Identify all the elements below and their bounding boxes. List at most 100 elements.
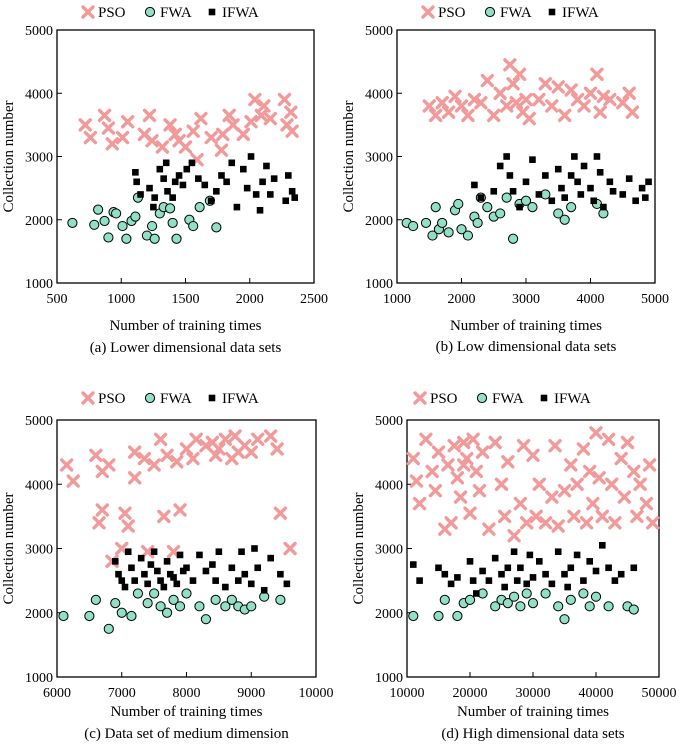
pso-point: [83, 130, 98, 145]
pso-point: [482, 522, 496, 536]
fwa-point: [501, 192, 512, 203]
ifwa-point: [599, 541, 606, 549]
pso-point: [639, 496, 654, 511]
ifwa-point: [162, 159, 170, 167]
fwa-point: [146, 220, 158, 232]
pso-point: [570, 477, 584, 491]
fwa-point: [527, 598, 539, 609]
ifwa-point: [208, 8, 216, 16]
ifwa-point: [154, 567, 161, 575]
ifwa-point: [259, 178, 266, 186]
fwa-point: [130, 211, 141, 222]
series-pso: [60, 429, 297, 569]
ifwa-point: [146, 184, 153, 192]
ifwa-point: [207, 197, 215, 205]
ifwa-point: [124, 548, 132, 556]
ifwa-point: [590, 197, 598, 205]
legend-pso: PSO: [430, 391, 458, 407]
chart-panel-b: 1000 2000 3000 4000 5000 1000 2000 3000 4000 5000…: [341, 5, 669, 355]
fwa-point: [174, 601, 186, 612]
pso-point: [189, 432, 203, 446]
pso-point: [601, 432, 616, 446]
ifwa-point: [171, 178, 179, 186]
ifwa-point: [517, 564, 524, 572]
pso-point: [95, 503, 110, 517]
ifwa-point: [558, 184, 565, 192]
fwa-point: [149, 588, 160, 599]
fwa-point: [495, 208, 506, 219]
pso-point: [493, 86, 507, 100]
ifwa-point: [263, 162, 270, 170]
x-tick-label: 5000: [641, 292, 669, 307]
pso-point: [257, 99, 271, 113]
pso-point: [263, 111, 278, 126]
pso-point: [409, 474, 424, 488]
ifwa-point: [267, 554, 274, 562]
pso-point: [454, 99, 469, 113]
legend-fwa: FWA: [500, 5, 532, 21]
fwa-point: [99, 215, 110, 227]
ifwa-point: [121, 583, 129, 591]
pso-point: [497, 509, 512, 524]
y-tick-label: 5000: [25, 24, 53, 39]
ifwa-point: [176, 551, 184, 559]
ifwa-point: [151, 194, 158, 201]
pso-point: [616, 96, 630, 110]
ifwa-point: [564, 583, 571, 591]
fwa-point: [67, 217, 78, 229]
fwa-point: [521, 588, 532, 599]
fwa-point: [453, 198, 464, 210]
pso-point: [78, 118, 92, 132]
ifwa-point: [147, 561, 155, 568]
series-ifwa: [111, 545, 291, 594]
ifwa-point: [222, 583, 229, 591]
y-tick-label: 1000: [25, 277, 53, 292]
fwa-point: [132, 588, 144, 599]
pso-point: [551, 519, 565, 533]
fwa-point: [89, 219, 100, 230]
ifwa-point: [469, 577, 477, 584]
x-tick-label: 30000: [516, 686, 551, 701]
ifwa-point: [228, 159, 236, 167]
y-tick-label: 1000: [375, 671, 403, 686]
x-tick-label: 2000: [236, 292, 264, 307]
fwa-point: [590, 591, 602, 602]
pso-point: [142, 108, 157, 123]
pso-point: [81, 5, 95, 19]
series-ifwa: [471, 153, 652, 211]
fwa-point: [565, 594, 576, 606]
legend-pso: PSO: [98, 391, 126, 407]
x-tick-label: 50000: [642, 686, 677, 701]
ifwa-point: [587, 184, 594, 192]
pso-point: [519, 92, 533, 107]
pso-point: [532, 477, 546, 491]
pso-point: [212, 442, 226, 456]
ifwa-point: [540, 394, 548, 402]
ifwa-point: [179, 181, 187, 189]
ifwa-point: [542, 570, 549, 578]
pso-point: [444, 516, 458, 530]
pso-point: [507, 528, 521, 543]
ifwa-point: [529, 156, 536, 163]
fwa-point: [149, 233, 160, 244]
pso-point: [270, 442, 284, 456]
fwa-point: [155, 601, 166, 612]
pso-point: [163, 118, 177, 132]
legend-fwa: FWA: [160, 391, 192, 407]
y-tick-label: 3000: [365, 151, 393, 166]
y-tick-label: 3000: [375, 543, 403, 558]
pso-point: [186, 451, 200, 466]
ifwa-point: [288, 187, 296, 195]
ifwa-point: [170, 574, 177, 581]
ifwa-point: [573, 551, 581, 559]
fwa-point: [578, 588, 589, 599]
y-tick-label: 1000: [25, 671, 53, 686]
x-tick-label: 2000: [448, 292, 476, 307]
fwa-point: [126, 610, 137, 622]
pso-point: [120, 115, 135, 129]
pso-point: [273, 506, 288, 520]
ifwa-point: [509, 187, 517, 195]
ifwa-point: [479, 567, 486, 575]
pso-point: [499, 99, 514, 113]
